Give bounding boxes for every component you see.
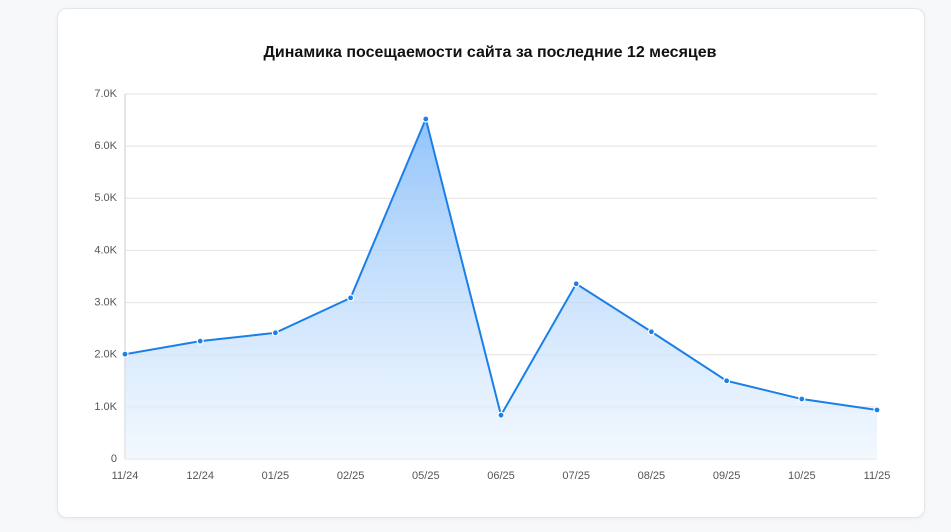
- y-tick-label: 4.0K: [94, 244, 117, 256]
- x-tick-label: 12/24: [186, 470, 214, 482]
- y-tick-label: 1.0K: [94, 401, 117, 413]
- y-tick-label: 0: [111, 453, 117, 465]
- point: [572, 280, 580, 288]
- point: [497, 411, 505, 419]
- point: [647, 328, 656, 336]
- point: [873, 406, 881, 414]
- x-tick-label: 02/25: [337, 470, 365, 482]
- x-tick-label: 07/25: [562, 470, 590, 482]
- x-tick-label: 06/25: [487, 470, 515, 482]
- x-tick-label: 05/25: [412, 470, 440, 482]
- point: [271, 329, 279, 337]
- area: [125, 119, 877, 460]
- point: [121, 350, 129, 358]
- point: [722, 377, 731, 385]
- y-tick-label: 5.0K: [94, 192, 117, 204]
- x-tick-label: 08/25: [638, 470, 666, 482]
- y-tick-label: 3.0K: [94, 296, 117, 308]
- point: [347, 294, 355, 302]
- chart-title: Динамика посещаемости сайта за последние…: [264, 44, 717, 61]
- y-tick-label: 6.0K: [94, 140, 117, 152]
- x-tick-label: 10/25: [788, 470, 816, 482]
- point: [422, 115, 430, 123]
- x-tick-label: 01/25: [262, 470, 290, 482]
- y-tick-label: 2.0K: [94, 349, 117, 361]
- point: [798, 395, 806, 403]
- x-tick-label: 09/25: [713, 470, 741, 482]
- point: [196, 337, 204, 345]
- x-tick-label: 11/25: [864, 470, 891, 482]
- x-tick-label: 11/24: [112, 470, 139, 482]
- y-tick-label: 7.0K: [94, 88, 117, 100]
